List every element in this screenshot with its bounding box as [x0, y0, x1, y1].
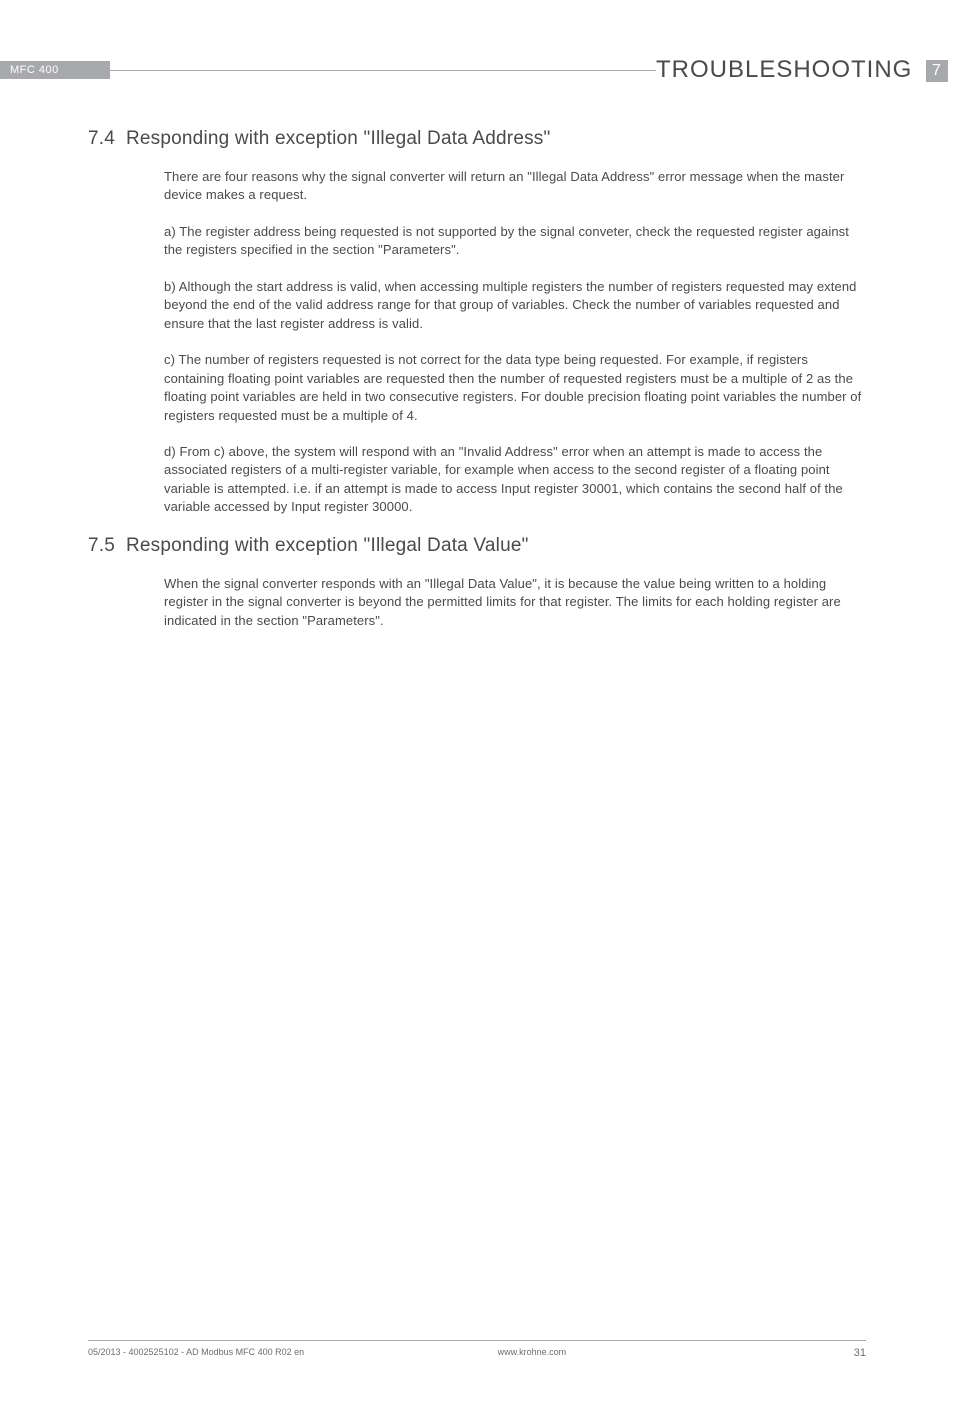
section-body-7-5: When the signal converter responds with … [88, 575, 866, 630]
chapter-number-badge: 7 [926, 60, 948, 82]
footer-url: www.krohne.com [498, 1347, 854, 1359]
paragraph: b) Although the start address is valid, … [164, 278, 862, 333]
chapter-title: TROUBLESHOOTING 7 [656, 56, 954, 84]
page-footer: 05/2013 - 4002525102 - AD Modbus MFC 400… [88, 1340, 866, 1359]
footer-page-number: 31 [854, 1347, 866, 1359]
paragraph: There are four reasons why the signal co… [164, 168, 862, 205]
paragraph: c) The number of registers requested is … [164, 351, 862, 425]
page-header: MFC 400 TROUBLESHOOTING 7 [0, 56, 954, 84]
header-rule [110, 70, 656, 71]
paragraph: a) The register address being requested … [164, 223, 862, 260]
paragraph: d) From c) above, the system will respon… [164, 443, 862, 517]
section-heading-7-5: 7.5 Responding with exception "Illegal D… [88, 535, 866, 557]
section-title: Responding with exception "Illegal Data … [126, 535, 529, 556]
section-heading-7-4: 7.4 Responding with exception "Illegal D… [88, 128, 866, 150]
chapter-title-text: TROUBLESHOOTING [656, 56, 912, 83]
footer-docref: 05/2013 - 4002525102 - AD Modbus MFC 400… [88, 1347, 498, 1359]
section-title: Responding with exception "Illegal Data … [126, 128, 550, 149]
product-badge: MFC 400 [0, 61, 110, 79]
section-body-7-4: There are four reasons why the signal co… [88, 168, 866, 517]
section-number: 7.5 [88, 535, 115, 556]
paragraph: When the signal converter responds with … [164, 575, 862, 630]
page-content: 7.4 Responding with exception "Illegal D… [0, 84, 954, 630]
section-number: 7.4 [88, 128, 115, 149]
